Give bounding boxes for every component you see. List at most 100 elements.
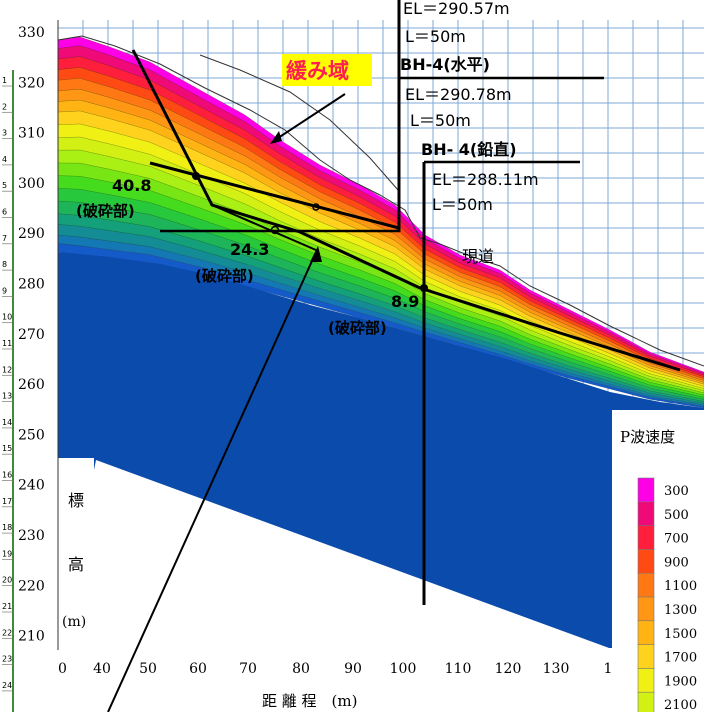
intersection-3 [312,203,320,211]
x-tick-label: 100 [390,661,417,677]
y-tick-bg [14,24,54,41]
x-tick-label: 130 [543,661,570,677]
velocity-contours [57,36,704,409]
ruler-number: 17 [2,497,12,506]
legend-label: 900 [664,555,689,570]
zone-arrow-head [270,131,282,144]
legend-label: 700 [664,532,689,547]
ruler-number: 19 [2,549,12,558]
legend: 300 500 700 900 1100 1300 1500 1700 1900 2100 [637,477,697,712]
intersection-4 [420,284,428,292]
y-tick-bg [14,426,54,444]
fault-line [131,49,681,372]
x-tick-label: 0 [58,661,67,677]
legend-swatch [637,501,655,527]
x-tick-label: 70 [239,661,257,677]
x-tick-label: 40 [93,661,111,677]
y-tick-label: 280 [18,277,45,293]
legend-label: 1900 [664,674,697,689]
old-surface-line [199,54,399,191]
legend-swatch [637,620,655,646]
fracture-2-value: 24.3 [230,240,269,259]
y-axis-unit: (m) [62,614,86,630]
ruler-number: 20 [2,576,12,585]
legend-title: P波速度 [620,428,675,446]
model-boundary-cutout-2 [58,470,570,652]
ruler-number: 15 [2,444,12,453]
ruler-number: 9 [2,286,7,295]
ruler-background [0,70,14,712]
y-tick-bg [14,275,54,293]
y-tick-bg [14,376,54,394]
y-tick-bg [14,124,54,142]
ruler-number: 16 [2,471,12,480]
annotation-arrow [107,249,318,712]
legend-label: 1500 [664,627,697,642]
ruler-number: 2 [2,102,7,111]
legend-swatch [637,572,655,598]
y-tick-label: 260 [18,377,45,393]
intersection-2 [270,225,280,235]
x-tick-label: 50 [139,661,157,677]
y-tick-label: 330 [18,25,45,41]
y-tick-label: 270 [18,327,45,343]
legend-label: 1100 [664,579,697,594]
y-tick-label: 250 [18,427,45,443]
y-axis-label-2: 高 [68,555,84,574]
y-tick-label: 240 [18,478,45,494]
x-tick-labels: 0 40 50 60 70 80 90 100 110 120 130 1 [58,661,612,677]
y-tick-label: 220 [18,578,45,594]
legend-label: 500 [664,508,689,523]
x-tick-label: 120 [495,661,522,677]
ruler-number: 23 [2,655,12,664]
legend-swatch [637,668,655,693]
ruler-number: 3 [2,129,7,138]
ruler-number: 18 [2,523,12,532]
y-tick-label: 320 [18,75,45,91]
legend-label: 1700 [664,651,697,666]
annotation-arrow-head [310,246,322,262]
zone-label-highlight [282,54,372,86]
y-axis-label-1: 標 [68,491,84,510]
legend-swatch [637,525,655,550]
y-tick-bg [14,74,54,92]
bh4-horizontal-bore [149,161,400,230]
y-tick-label: 310 [18,126,45,142]
legend-label: 2100 [664,698,697,712]
x-tick-label: 60 [189,661,207,677]
borehole-1-len: L＝50m [405,27,466,46]
fault-line-2 [211,204,317,251]
ruler-number: 1 [2,76,7,85]
y-tick-label: 300 [18,176,45,192]
ylabel-background [58,458,94,658]
ruler-number: 7 [2,234,7,243]
x-tick-label: 110 [445,661,472,677]
road-label: 現道 [462,247,494,266]
fracture-3-value: 8.9 [391,292,419,311]
fracture-3-label: (破砕部) [328,319,387,337]
ruler-number: 22 [2,628,12,637]
borehole-2-name: BH-4(水平) [400,55,490,74]
zone-arrow [274,93,346,141]
x-tick-label: 80 [292,661,310,677]
ruler-number: 10 [2,313,12,322]
y-tick-bg [14,225,54,243]
ruler-number: 21 [2,602,12,611]
legend-swatch [637,596,655,622]
borehole-3-len: L＝50m [432,195,493,214]
y-tick-bg [14,627,54,645]
fracture-1-label: (破砕部) [76,202,135,220]
y-tick-label: 230 [18,528,45,544]
legend-swatch [637,691,655,712]
borehole-2-el: EL＝290.78m [405,85,512,104]
x-axis-label: 距 離 程 (m) [262,692,357,710]
y-tick-labels: 330 320 310 300 290 280 270 260 250 240 230 220 210 [14,24,54,645]
ruler-number: 11 [2,339,12,348]
fracture-2-label: (破砕部) [195,267,254,285]
borehole-3-name: BH- 4(鉛直) [421,140,517,159]
legend-label: 300 [664,484,689,499]
legend-background [612,410,704,712]
ground-surface [57,35,704,367]
